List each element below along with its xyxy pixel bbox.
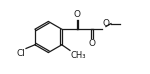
Text: O: O xyxy=(102,19,109,28)
Text: O: O xyxy=(89,39,96,48)
Text: Cl: Cl xyxy=(16,49,25,58)
Text: CH₃: CH₃ xyxy=(70,51,86,60)
Text: O: O xyxy=(74,10,81,19)
